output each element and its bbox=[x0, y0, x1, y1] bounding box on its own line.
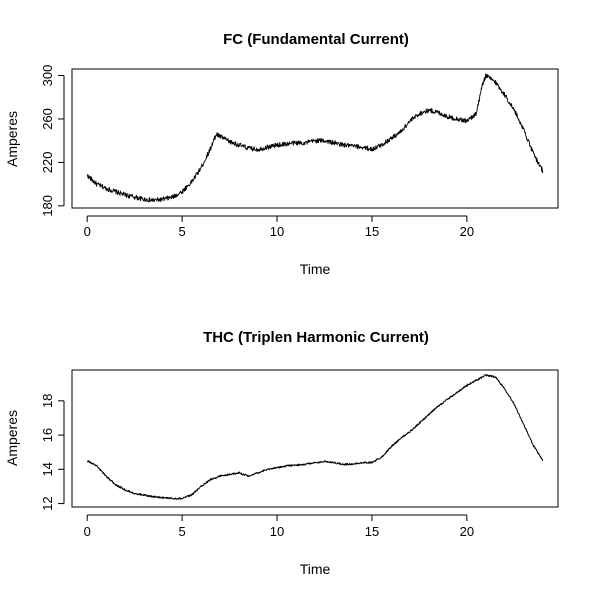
thc-x-axis: 0 5 10 15 20 bbox=[84, 514, 474, 539]
fc-y-tick-label: 300 bbox=[40, 65, 55, 87]
thc-y-tick-label: 16 bbox=[40, 428, 55, 442]
fc-x-axis: 0 5 10 15 20 bbox=[84, 215, 474, 239]
thc-x-tick-label: 15 bbox=[365, 524, 379, 539]
thc-x-axis-label: Time bbox=[300, 561, 331, 577]
thc-chart-title: THC (Triplen Harmonic Current) bbox=[203, 329, 429, 346]
fc-chart: FC (Fundamental Current) 0 5 10 15 20 180 220… bbox=[4, 31, 559, 277]
fc-x-tick-label: 10 bbox=[270, 224, 284, 239]
fc-x-tick-label: 0 bbox=[84, 224, 91, 239]
thc-series-line bbox=[86, 374, 544, 500]
thc-chart: THC (Triplen Harmonic Current) 0 5 10 15 20 … bbox=[4, 329, 559, 577]
thc-x-tick-label: 10 bbox=[270, 524, 284, 539]
fc-series-line bbox=[86, 73, 544, 203]
thc-y-axis-label: Amperes bbox=[4, 410, 20, 466]
thc-x-tick-label: 5 bbox=[178, 524, 185, 539]
thc-x-tick-label: 20 bbox=[460, 524, 474, 539]
thc-x-tick-label: 0 bbox=[84, 524, 91, 539]
fc-x-axis-label: Time bbox=[300, 261, 331, 277]
fc-y-tick-label: 220 bbox=[40, 152, 55, 174]
thc-y-tick-label: 14 bbox=[40, 462, 55, 476]
fc-x-tick-label: 15 bbox=[365, 224, 379, 239]
fc-x-tick-label: 5 bbox=[178, 224, 185, 239]
fc-plot-frame bbox=[71, 68, 559, 209]
fc-y-tick-label: 180 bbox=[40, 195, 55, 217]
fc-x-tick-label: 20 bbox=[460, 224, 474, 239]
thc-y-axis: 12 14 16 18 bbox=[40, 394, 65, 511]
thc-plot-frame bbox=[71, 369, 559, 508]
fc-chart-title: FC (Fundamental Current) bbox=[223, 31, 409, 48]
thc-y-tick-label: 12 bbox=[40, 496, 55, 510]
fc-y-axis: 180 220 260 300 bbox=[40, 65, 65, 217]
fc-y-tick-label: 260 bbox=[40, 108, 55, 130]
thc-y-tick-label: 18 bbox=[40, 394, 55, 408]
fc-y-axis-label: Amperes bbox=[4, 111, 20, 167]
